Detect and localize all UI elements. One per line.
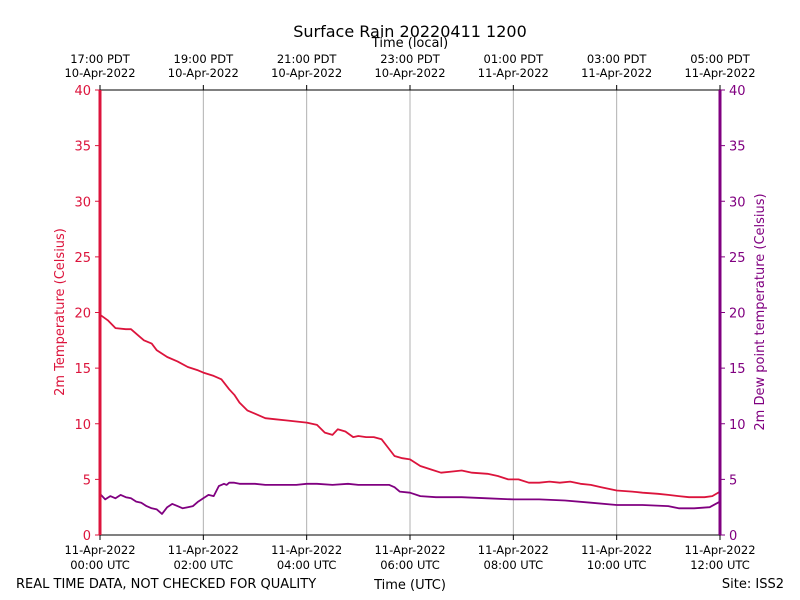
x-tick-label-bottom-time: 10:00 UTC xyxy=(587,558,647,572)
x-tick-label-top-date: 11-Apr-2022 xyxy=(684,66,755,80)
x-tick-label-bottom-time: 06:00 UTC xyxy=(380,558,440,572)
y-tick-label-left: 25 xyxy=(74,251,91,266)
y-tick-label-left: 20 xyxy=(74,307,91,322)
x-tick-label-top-date: 10-Apr-2022 xyxy=(271,66,342,80)
x-tick-label-bottom-time: 12:00 UTC xyxy=(690,558,750,572)
x-tick-label-top-time: 21:00 PDT xyxy=(277,52,338,66)
x-tick-label-bottom-date: 11-Apr-2022 xyxy=(374,543,445,557)
y-tick-label-left: 0 xyxy=(83,529,91,544)
x-tick-label-top-time: 03:00 PDT xyxy=(587,52,648,66)
tick-labels: 0 0 5 5 10 10 15 15 20 20 25 25 30 30 35 35 40 40 11-Apr-2… xyxy=(64,52,755,572)
x-tick-label-top-time: 23:00 PDT xyxy=(380,52,441,66)
y-tick-label-right: 10 xyxy=(729,418,746,433)
x-tick-label-bottom-time: 00:00 UTC xyxy=(70,558,130,572)
x-tick-label-bottom-date: 11-Apr-2022 xyxy=(168,543,239,557)
y-tick-label-right: 20 xyxy=(729,307,746,322)
y-tick-label-left: 10 xyxy=(74,418,91,433)
y-tick-label-right: 30 xyxy=(729,195,746,210)
x-tick-label-bottom-date: 11-Apr-2022 xyxy=(684,543,755,557)
x-tick-label-bottom-time: 04:00 UTC xyxy=(277,558,337,572)
series-lines xyxy=(99,313,721,515)
y-tick-label-right: 15 xyxy=(729,362,746,377)
y-tick-label-left: 15 xyxy=(74,362,91,377)
y-axis-title-right: 2m Dew point temperature (Celsius) xyxy=(753,193,768,430)
x-tick-label-top-time: 05:00 PDT xyxy=(690,52,751,66)
x-tick-label-top-time: 17:00 PDT xyxy=(70,52,131,66)
chart-title: Surface Rain 20220411 1200 xyxy=(293,22,527,41)
y-tick-label-left: 40 xyxy=(74,84,91,99)
y-tick-label-right: 5 xyxy=(729,473,737,488)
y-tick-label-right: 40 xyxy=(729,84,746,99)
y-tick-label-left: 35 xyxy=(74,140,91,155)
footer-site: Site: ISS2 xyxy=(722,577,784,592)
y-tick-label-right: 0 xyxy=(729,529,737,544)
x-tick-label-bottom-time: 08:00 UTC xyxy=(484,558,544,572)
y-tick-label-left: 5 xyxy=(83,473,91,488)
x-tick-label-bottom-date: 11-Apr-2022 xyxy=(478,543,549,557)
y-axis-title-left: 2m Temperature (Celsius) xyxy=(53,228,68,396)
x-tick-label-top-date: 10-Apr-2022 xyxy=(168,66,239,80)
x-tick-label-top-time: 01:00 PDT xyxy=(484,52,545,66)
temperature-series-line xyxy=(99,313,721,499)
footer-quality-note: REAL TIME DATA, NOT CHECKED FOR QUALITY xyxy=(16,577,316,592)
y-tick-label-left: 30 xyxy=(74,195,91,210)
x-tick-label-top-date: 11-Apr-2022 xyxy=(581,66,652,80)
x-tick-label-top-date: 10-Apr-2022 xyxy=(374,66,445,80)
x-tick-label-bottom-time: 02:00 UTC xyxy=(174,558,234,572)
x-tick-label-top-date: 11-Apr-2022 xyxy=(478,66,549,80)
dewpoint-series-line xyxy=(99,481,721,515)
x-tick-label-top-date: 10-Apr-2022 xyxy=(64,66,135,80)
x-axis-title: Time (UTC) xyxy=(373,578,446,593)
x-tick-label-top-time: 19:00 PDT xyxy=(174,52,235,66)
x-tick-label-bottom-date: 11-Apr-2022 xyxy=(271,543,342,557)
top-axis-title: Time (local) xyxy=(371,36,448,51)
y-tick-label-right: 35 xyxy=(729,140,746,155)
y-tick-label-right: 25 xyxy=(729,251,746,266)
grid-lines xyxy=(202,90,618,535)
x-tick-label-bottom-date: 11-Apr-2022 xyxy=(581,543,652,557)
x-tick-label-bottom-date: 11-Apr-2022 xyxy=(64,543,135,557)
